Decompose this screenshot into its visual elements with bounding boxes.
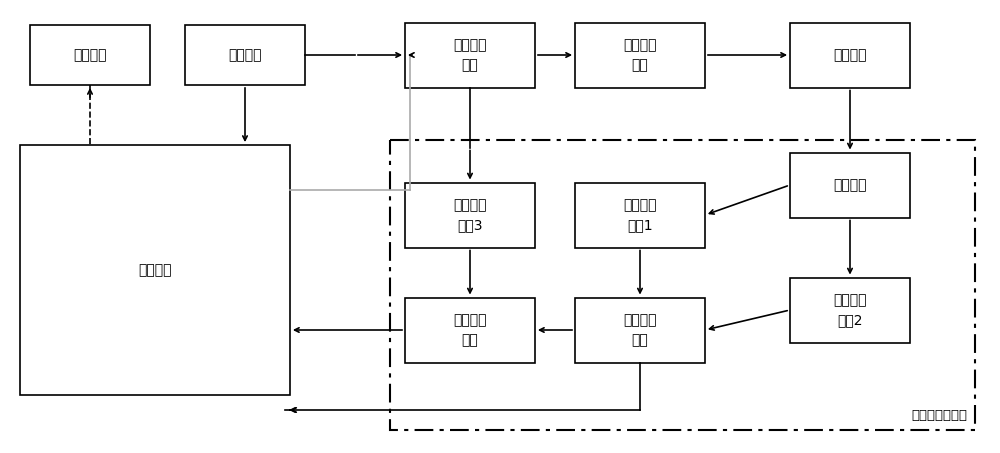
- Bar: [575, 183, 705, 247]
- Text: 峰值检波
模块3: 峰值检波 模块3: [453, 198, 487, 232]
- Text: 强度调节
模块: 强度调节 模块: [623, 38, 657, 72]
- Bar: [575, 23, 705, 87]
- Text: 峰值检波
模块1: 峰值检波 模块1: [623, 198, 657, 232]
- Bar: [790, 278, 910, 342]
- Text: 开路比较
模块: 开路比较 模块: [623, 313, 657, 347]
- Bar: [790, 23, 910, 87]
- Text: 采样模块: 采样模块: [833, 178, 867, 192]
- Bar: [405, 23, 535, 87]
- Bar: [185, 25, 305, 85]
- Text: 信号调制
模块: 信号调制 模块: [453, 38, 487, 72]
- Bar: [30, 25, 150, 85]
- Bar: [405, 298, 535, 362]
- Text: 指示模块: 指示模块: [73, 48, 107, 62]
- Bar: [390, 140, 975, 430]
- Bar: [575, 298, 705, 362]
- Bar: [790, 153, 910, 217]
- Text: 控制模块: 控制模块: [138, 263, 172, 277]
- Text: 操作模块: 操作模块: [228, 48, 262, 62]
- Bar: [405, 183, 535, 247]
- Text: 峰值检波
模块2: 峰值检波 模块2: [833, 293, 867, 327]
- Bar: [20, 145, 290, 395]
- Text: 短路比较
模块: 短路比较 模块: [453, 313, 487, 347]
- Text: 开短路检测模块: 开短路检测模块: [911, 409, 967, 422]
- Text: 输出模块: 输出模块: [833, 48, 867, 62]
